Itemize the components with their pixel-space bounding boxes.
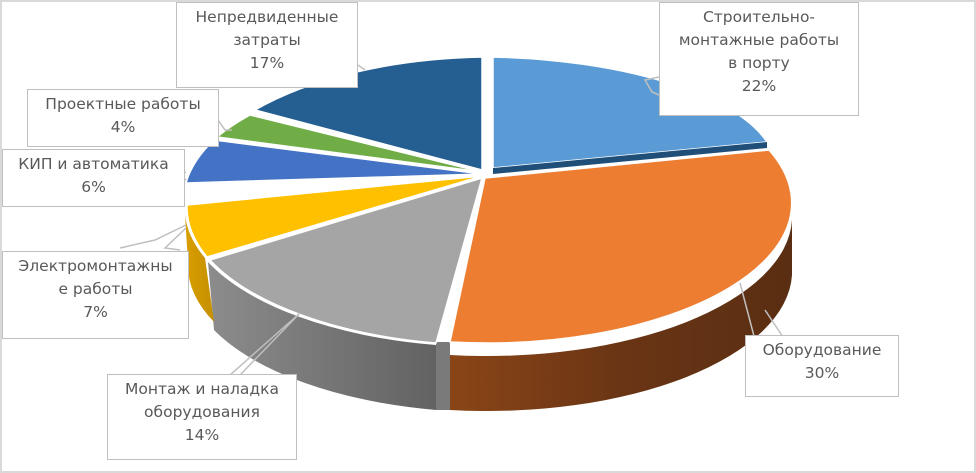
slice-side-montazh [208, 262, 436, 410]
slice-side-elektro [185, 215, 214, 322]
label-percent: 14% [184, 426, 220, 444]
label-text: монтажные работы [678, 31, 840, 49]
label-percent: 17% [249, 54, 285, 72]
label-text: в порту [728, 54, 790, 72]
label-text: Монтаж и наладка [124, 380, 280, 398]
label-text: Строительно- [702, 8, 816, 26]
data-label-montazh: Монтаж и наладка оборудования 14% [107, 374, 297, 460]
pie-sides [185, 215, 792, 412]
label-text: КИП и автоматика [18, 155, 169, 173]
pie-tops [184, 56, 793, 344]
label-percent: 4% [110, 118, 136, 136]
label-text: оборудования [144, 403, 260, 421]
data-label-elektro: Электромонтажны е работы 7% [2, 251, 189, 339]
label-percent: 22% [741, 77, 777, 95]
slice-elektro[interactable] [186, 175, 483, 258]
label-text: Непредвиденные [195, 8, 339, 26]
slice-side-oborudovanie [450, 220, 792, 412]
data-label-nepredvidennye: Непредвиденные затраты 17% [176, 2, 358, 88]
data-label-kip: КИП и автоматика 6% [2, 149, 185, 207]
slice-montazh[interactable] [208, 176, 484, 344]
data-label-stroitelno: Строительно- монтажные работы в порту 22… [659, 2, 859, 116]
data-label-proektnye: Проектные работы 4% [27, 89, 219, 147]
label-text: Электромонтажны [18, 257, 173, 275]
data-label-oborudovanie: Оборудование 30% [745, 335, 899, 397]
slice-oborudovanie[interactable] [449, 149, 793, 344]
label-text: затраты [233, 31, 301, 49]
label-text: Проектные работы [45, 95, 201, 113]
label-percent: 7% [83, 303, 108, 321]
label-text: е работы [58, 280, 133, 298]
label-percent: 6% [81, 178, 106, 196]
label-text: Оборудование [762, 341, 882, 359]
label-percent: 30% [804, 364, 840, 382]
